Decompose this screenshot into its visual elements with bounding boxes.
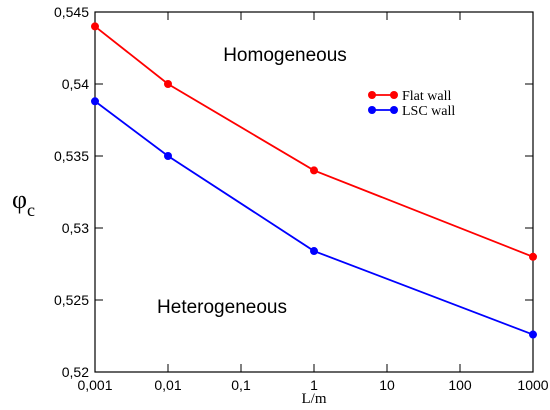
legend-swatch — [390, 106, 398, 114]
x-tick-label: 0,001 — [77, 377, 112, 393]
data-point — [310, 166, 318, 175]
data-point — [529, 330, 537, 339]
data-point — [164, 80, 172, 88]
y-tick-label: 0,53 — [62, 220, 89, 236]
annotation: Heterogeneous — [157, 297, 287, 318]
plot-frame — [94, 11, 534, 373]
series-line — [94, 25, 534, 258]
x-tick-label: 0,01 — [154, 377, 181, 393]
y-tick-label: 0,525 — [54, 292, 89, 308]
y-axis-label: φc — [12, 185, 35, 220]
legend-swatch — [368, 91, 376, 99]
y-label-subscript: c — [27, 200, 35, 220]
legend-swatch — [390, 91, 398, 99]
x-tick-label: 1000 — [517, 377, 548, 393]
x-tick-label: 0,1 — [231, 377, 251, 393]
data-point — [529, 252, 537, 261]
data-point — [91, 97, 99, 106]
series-line — [94, 100, 534, 336]
y-tick-label: 0,535 — [54, 148, 89, 164]
legend-swatch — [368, 106, 376, 114]
y-tick-label: 0,54 — [62, 76, 89, 92]
data-point — [164, 152, 172, 160]
x-tick-label: 10 — [379, 377, 395, 393]
y-label-symbol: φ — [12, 185, 27, 214]
x-tick-label: 1 — [310, 377, 318, 393]
data-point — [310, 247, 318, 256]
legend-label: LSC wall — [402, 104, 455, 119]
data-point — [91, 22, 99, 31]
x-axis-label: L/m — [302, 391, 327, 407]
y-tick-label: 0,52 — [62, 364, 89, 380]
annotation: Homogeneous — [223, 45, 347, 66]
legend-label: Flat wall — [402, 89, 451, 104]
x-tick-label: 100 — [448, 377, 472, 393]
y-tick-label: 0,545 — [54, 4, 89, 20]
